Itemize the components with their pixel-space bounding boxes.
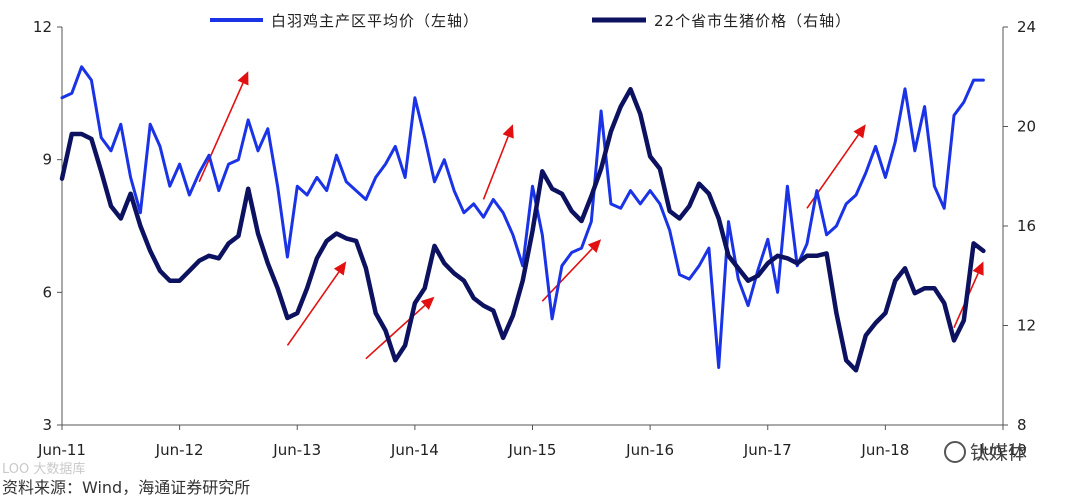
- x-tick-label: Jun-11: [37, 441, 86, 459]
- series-line-broiler: [60, 65, 985, 369]
- source-note: 资料来源：Wind，海通证券研究所: [2, 478, 251, 497]
- x-tick-label: Jun-15: [508, 441, 557, 459]
- annotation-arrow-shaft: [198, 82, 244, 183]
- annotation-arrow-shaft: [541, 248, 593, 302]
- watermark-right-text: 钛媒体: [970, 442, 1028, 464]
- x-tick-label: Jun-13: [272, 441, 321, 459]
- legend-label-broiler: 白羽鸡主产区平均价（左轴）: [271, 12, 479, 30]
- x-tick-label: Jun-14: [390, 441, 439, 459]
- x-tick-label: Jun-18: [860, 441, 909, 459]
- y-right-tick-label: 16: [1017, 217, 1036, 235]
- wechat-icon: [944, 440, 966, 463]
- legend: 白羽鸡主产区平均价（左轴） 22个省市生猪价格（右轴）: [210, 12, 851, 30]
- y-left-tick-label: 12: [33, 18, 52, 36]
- annotation-arrow-shaft: [286, 271, 340, 346]
- annotation-arrow-head: [972, 261, 984, 276]
- annotation-arrow-head: [420, 296, 435, 310]
- y-right-tick-label: 12: [1017, 317, 1036, 335]
- legend-label-hog: 22个省市生猪价格（右轴）: [654, 12, 851, 30]
- x-tick-label: Jun-16: [625, 441, 674, 459]
- watermark-right: 钛媒体: [944, 438, 1027, 465]
- annotation-arrow-head: [333, 261, 347, 276]
- y-right-tick-label: 20: [1017, 118, 1036, 136]
- annotation-arrow-head: [237, 71, 249, 86]
- x-tick-label: Jun-17: [743, 441, 792, 459]
- axes: 3 6 9 12 8 12 16 20 24 Jun-11 Jun-12 Jun-13 Jun-14 Ju…: [33, 18, 1036, 459]
- x-tick-label: Jun-12: [155, 441, 204, 459]
- annotation-arrow-head: [587, 239, 602, 253]
- annotation-arrow-shaft: [482, 136, 509, 200]
- y-right-tick-label: 8: [1017, 416, 1027, 434]
- watermark-left: LOO 大数据库: [2, 462, 86, 477]
- x-tick-label: Jun-19: [978, 441, 1027, 459]
- annotation-arrow-shaft: [365, 304, 426, 360]
- y-right-tick-label: 24: [1017, 18, 1036, 36]
- annotation-arrow-head: [502, 124, 514, 139]
- series-lines: [59, 65, 986, 373]
- annotation-arrow-head: [853, 124, 866, 139]
- y-left-tick-label: 3: [42, 416, 52, 434]
- y-left-tick-label: 6: [42, 283, 52, 301]
- line-chart: 白羽鸡主产区平均价（左轴） 22个省市生猪价格（右轴） 3 6 9 12 8 12 16 20…: [33, 12, 1036, 459]
- series-line-hog: [59, 86, 986, 373]
- y-left-tick-label: 9: [42, 151, 52, 169]
